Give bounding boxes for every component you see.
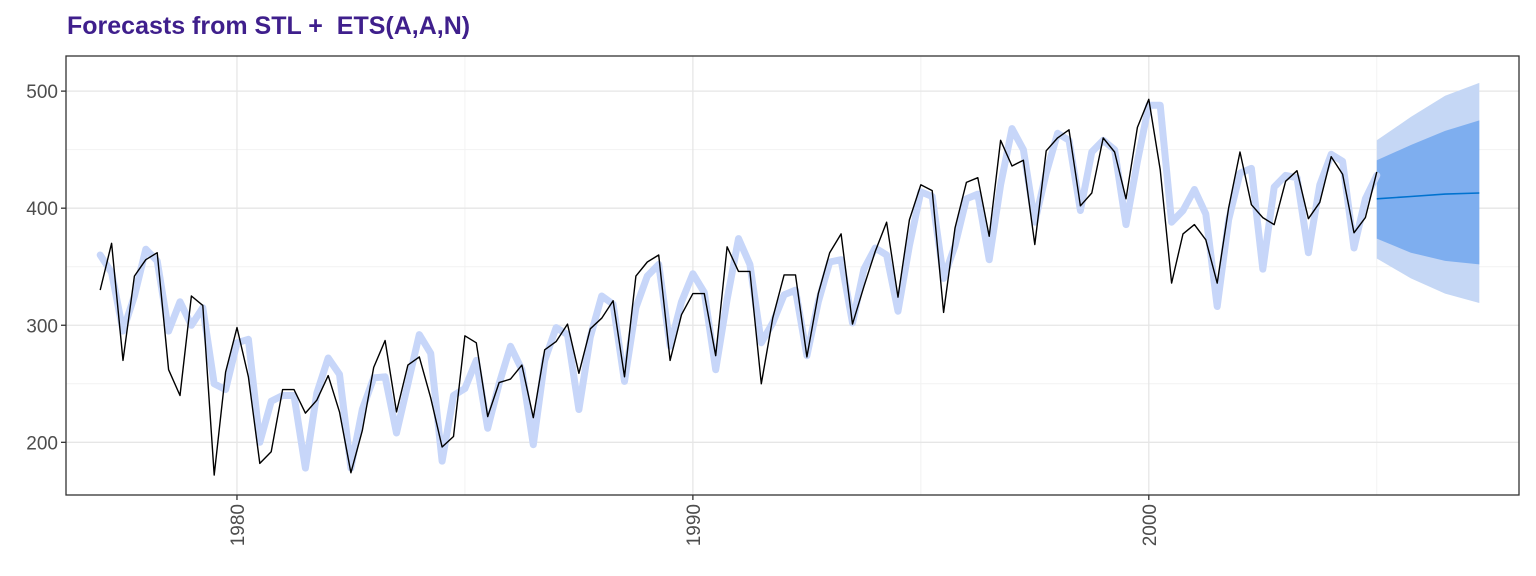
series-lines xyxy=(96,98,1480,476)
y-tick-label: 500 xyxy=(26,82,58,103)
y-tick-label: 400 xyxy=(26,199,58,220)
forecast-band-80 xyxy=(1376,120,1480,265)
chart-title: Forecasts from STL + ETS(A,A,N) xyxy=(67,12,471,40)
y-tick-label: 300 xyxy=(26,316,58,337)
axis-labels: 200 300 400 500 1980 1990 2000 xyxy=(26,82,1161,546)
x-tick-label: 1980 xyxy=(228,504,249,546)
forecast-mean-line xyxy=(1376,192,1480,200)
forecast-bands xyxy=(1376,82,1480,304)
panel-border xyxy=(65,55,1520,496)
fitted-line xyxy=(96,101,1381,472)
observed-line xyxy=(99,98,1378,476)
axis-ticks xyxy=(61,90,1150,500)
x-tick-label: 2000 xyxy=(1140,504,1161,546)
y-tick-label: 200 xyxy=(26,433,58,454)
x-tick-label: 1990 xyxy=(684,504,705,546)
grid-minor xyxy=(66,56,1519,495)
